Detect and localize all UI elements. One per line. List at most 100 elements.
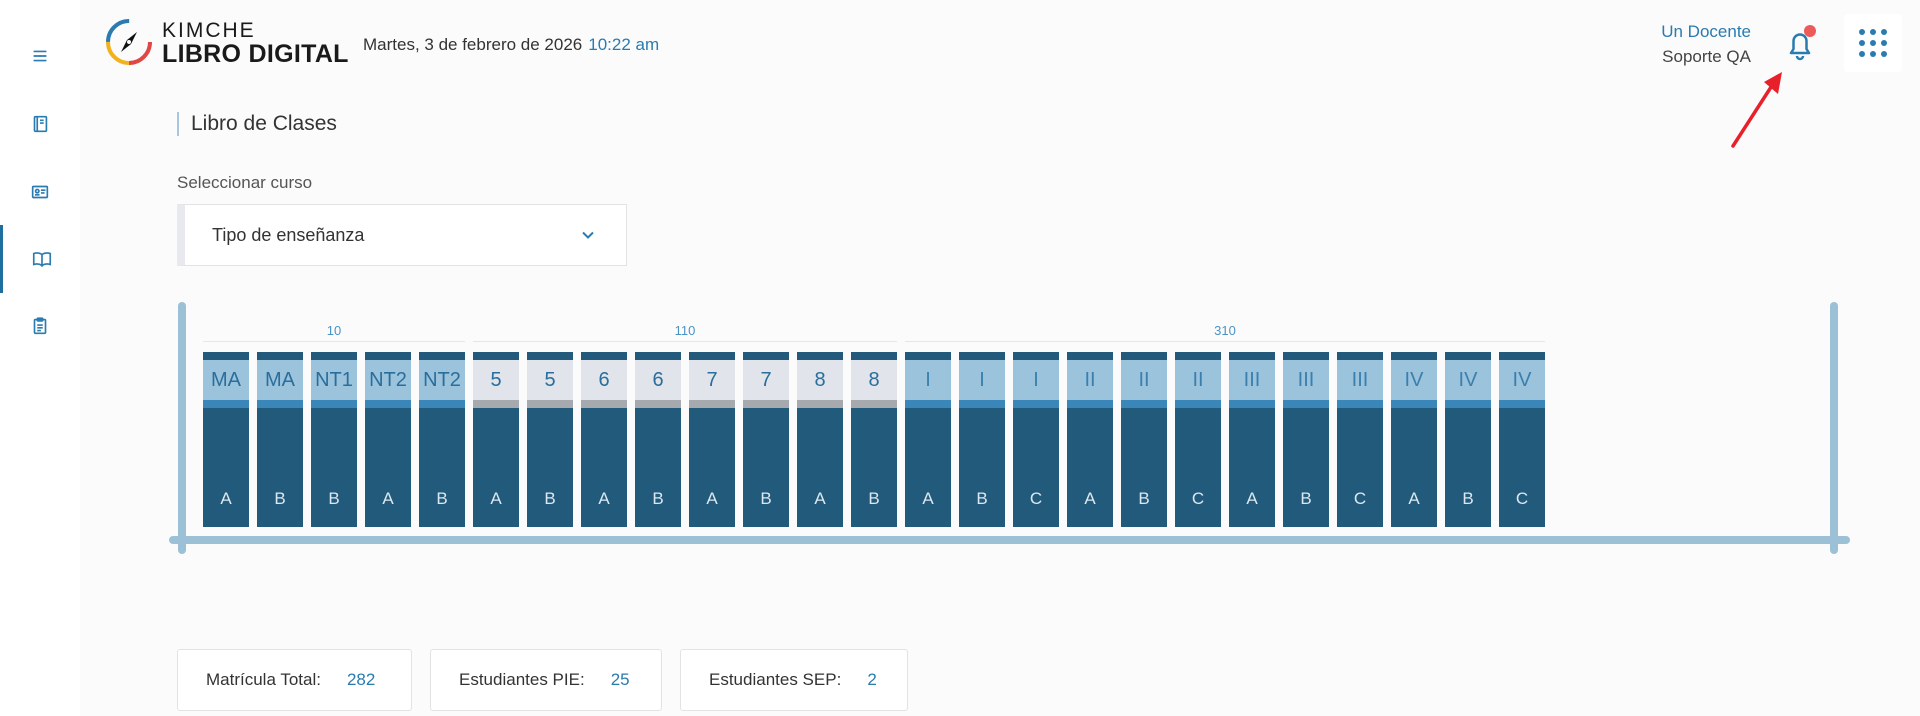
book-level: NT2 <box>365 360 411 400</box>
course-type-select[interactable]: Tipo de enseñanza <box>177 204 627 266</box>
book-section: C <box>1029 489 1043 508</box>
stat-label: Matrícula Total: <box>206 670 321 689</box>
group-label: 310 <box>1214 323 1236 338</box>
apps-menu-button[interactable] <box>1844 14 1902 72</box>
book-band <box>257 400 303 408</box>
class-book[interactable]: IV C <box>1499 352 1545 527</box>
course-type-select-value: Tipo de enseñanza <box>212 224 365 245</box>
sidebar-item-libro-de-clases[interactable] <box>0 225 80 293</box>
menu-button[interactable] <box>0 22 80 90</box>
book-spine: A <box>203 408 249 527</box>
kimche-logo-icon <box>106 19 152 65</box>
book-cap <box>1229 352 1275 360</box>
book-level: II <box>1121 360 1167 400</box>
book-spine: A <box>1067 408 1113 527</box>
book-cap <box>419 352 465 360</box>
class-book[interactable]: II A <box>1067 352 1113 527</box>
class-book[interactable]: NT1 B <box>311 352 357 527</box>
book-section: B <box>760 489 772 508</box>
book-section: B <box>652 489 664 508</box>
book-section: B <box>544 489 556 508</box>
class-book[interactable]: IV B <box>1445 352 1491 527</box>
book-level: 5 <box>473 360 519 400</box>
class-book[interactable]: MA B <box>257 352 303 527</box>
book-band <box>1175 400 1221 408</box>
class-book[interactable]: III B <box>1283 352 1329 527</box>
notifications-button[interactable] <box>1780 22 1820 66</box>
book-band <box>689 400 735 408</box>
book-level: IV <box>1391 360 1437 400</box>
book-level: I <box>1013 360 1059 400</box>
book-level: 5 <box>527 360 573 400</box>
book-cap <box>311 352 357 360</box>
class-book[interactable]: IV A <box>1391 352 1437 527</box>
user-info[interactable]: Un Docente Soporte QA <box>1661 22 1751 67</box>
class-book[interactable]: III A <box>1229 352 1275 527</box>
book-section: A <box>382 489 394 508</box>
book-spine: A <box>1229 408 1275 527</box>
book-band <box>1283 400 1329 408</box>
notification-dot <box>1804 25 1816 37</box>
book-level: 8 <box>797 360 843 400</box>
class-book[interactable]: II C <box>1175 352 1221 527</box>
brand-bottom: LIBRO DIGITAL <box>162 40 349 68</box>
book-section: A <box>814 489 826 508</box>
date-text: Martes, 3 de febrero de 2026 <box>363 35 583 54</box>
book-level: IV <box>1499 360 1545 400</box>
red-arrow-annotation-icon <box>1731 72 1782 148</box>
book-band <box>311 400 357 408</box>
book-band <box>419 400 465 408</box>
group-divider <box>905 341 1545 342</box>
book-level: I <box>959 360 1005 400</box>
stat-matricula-total: Matrícula Total: 282 <box>177 649 412 711</box>
notebook-icon <box>33 115 48 133</box>
class-book[interactable]: NT2 B <box>419 352 465 527</box>
user-name[interactable]: Un Docente <box>1661 22 1751 41</box>
grid-dot-icon <box>1881 29 1887 35</box>
book-section: B <box>868 489 880 508</box>
book-section: C <box>1353 489 1367 508</box>
stat-label: Estudiantes PIE: <box>459 670 585 689</box>
user-role: Soporte QA <box>1662 47 1751 66</box>
book-cap <box>1067 352 1113 360</box>
book-level: 6 <box>635 360 681 400</box>
sidebar-item-id-card[interactable] <box>0 158 80 226</box>
book-spine: A <box>905 408 951 527</box>
shelf-base <box>169 536 1850 544</box>
book-section: A <box>490 489 502 508</box>
book-spine: B <box>743 408 789 527</box>
grid-dot-icon <box>1859 51 1865 57</box>
sidebar-item-notebook[interactable] <box>0 90 80 158</box>
stat-estudiantes-sep: Estudiantes SEP: 2 <box>680 649 908 711</box>
book-level: 7 <box>689 360 735 400</box>
book-spine: B <box>257 408 303 527</box>
class-book[interactable]: III C <box>1337 352 1383 527</box>
sidebar-item-clipboard[interactable] <box>0 292 80 360</box>
id-card-icon <box>31 185 49 199</box>
class-book[interactable]: MA A <box>203 352 249 527</box>
book-section: C <box>1515 489 1529 508</box>
book-level: III <box>1229 360 1275 400</box>
class-book[interactable]: NT2 A <box>365 352 411 527</box>
grid-dot-icon <box>1881 51 1887 57</box>
shelf-right-post <box>1830 302 1838 554</box>
book-cap <box>851 352 897 360</box>
class-book[interactable]: II B <box>1121 352 1167 527</box>
book-section: B <box>976 489 988 508</box>
book-section: A <box>706 489 718 508</box>
grid-dot-icon <box>1881 40 1887 46</box>
book-section: B <box>328 489 340 508</box>
book-spine: A <box>689 408 735 527</box>
book-level: NT2 <box>419 360 465 400</box>
